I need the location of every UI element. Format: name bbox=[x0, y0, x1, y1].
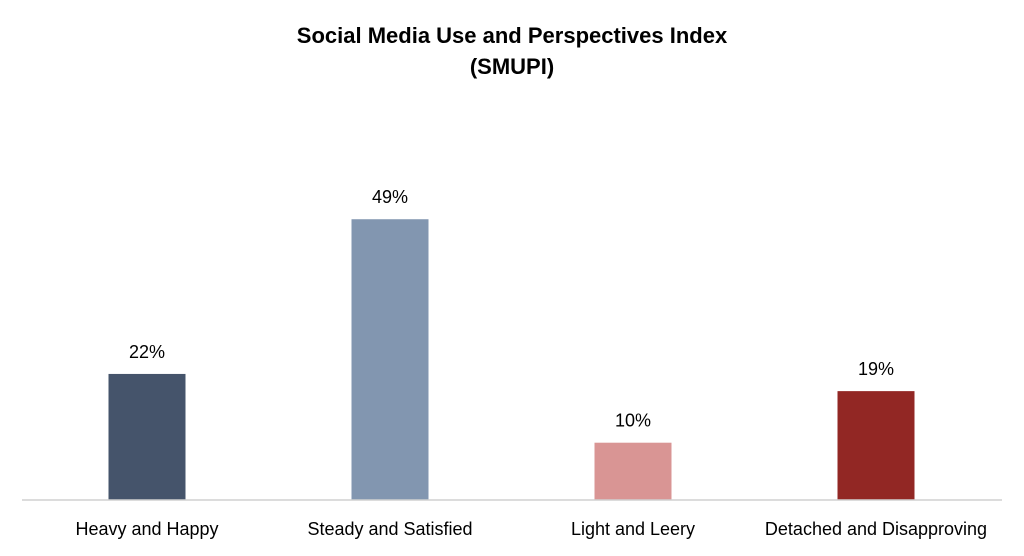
data-label-3: 10% bbox=[615, 411, 651, 431]
x-tick-label-4: Detached and Disapproving bbox=[765, 519, 987, 539]
data-label-4: 19% bbox=[858, 359, 894, 379]
x-tick-label-2: Steady and Satisfied bbox=[307, 519, 472, 539]
x-tick-label-1: Heavy and Happy bbox=[75, 519, 218, 539]
chart-title: Social Media Use and Perspectives Index bbox=[296, 23, 728, 48]
x-tick-label-3: Light and Leery bbox=[571, 519, 695, 539]
bar-1 bbox=[108, 373, 186, 500]
x-tick-labels-group: Heavy and Happy Steady and Satisfied Light… bbox=[75, 519, 987, 539]
bars-group bbox=[108, 219, 915, 501]
bar-2 bbox=[351, 219, 429, 501]
data-label-1: 22% bbox=[129, 342, 165, 362]
data-label-2: 49% bbox=[372, 187, 408, 207]
chart-title-block: Social Media Use and Perspectives Index … bbox=[0, 20, 1024, 82]
chart-subtitle: (SMUPI) bbox=[469, 54, 555, 79]
bar-4 bbox=[837, 391, 915, 500]
data-labels-group: 22% 49% 10% 19% bbox=[129, 187, 894, 430]
bar-3 bbox=[594, 442, 672, 500]
